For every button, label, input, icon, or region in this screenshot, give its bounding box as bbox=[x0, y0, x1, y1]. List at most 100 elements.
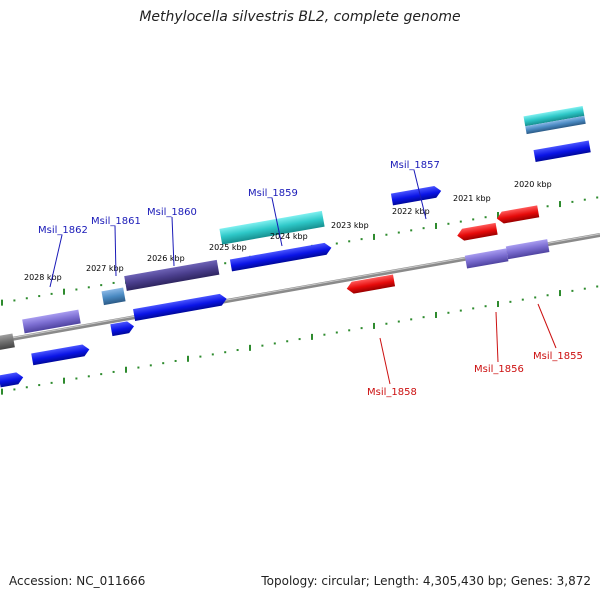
inner-ring-minor-tick bbox=[211, 353, 214, 356]
gene-block-teal-right bbox=[523, 105, 585, 127]
outer-ring-minor-tick bbox=[50, 292, 53, 295]
outer-ring-minor-tick bbox=[25, 297, 28, 300]
kbp-label: 2021 kbp bbox=[453, 194, 491, 203]
leader-line-1859 bbox=[271, 197, 283, 247]
inner-ring-major-tick bbox=[63, 377, 65, 384]
inner-ring-minor-tick bbox=[75, 377, 78, 380]
leader-line-1860 bbox=[171, 216, 175, 267]
kbp-label: 2024 kbp bbox=[270, 232, 308, 241]
inner-ring-minor-tick bbox=[484, 305, 487, 308]
cds-arrow-reverse-1856 bbox=[457, 222, 498, 241]
inner-ring-minor-tick bbox=[286, 340, 289, 343]
inner-ring-minor-tick bbox=[348, 329, 351, 332]
leader-line-1862 bbox=[49, 234, 63, 288]
inner-ring-minor-tick bbox=[199, 355, 202, 358]
outer-ring-major-tick bbox=[497, 212, 499, 219]
gene-label-1862: Msil_1862 bbox=[38, 225, 88, 236]
accession-text: Accession: NC_011666 bbox=[9, 574, 146, 588]
inner-ring-minor-tick bbox=[100, 373, 103, 376]
inner-ring-minor-tick bbox=[360, 327, 363, 330]
inner-ring-minor-tick bbox=[472, 307, 475, 310]
outer-ring-major-tick bbox=[559, 201, 561, 208]
leader-line-1855 bbox=[537, 303, 557, 349]
gene-block-slate-right bbox=[525, 115, 586, 135]
inner-ring-minor-tick bbox=[546, 294, 549, 297]
kbp-label: 2020 kbp bbox=[514, 180, 552, 189]
inner-ring-minor-tick bbox=[298, 338, 301, 341]
cds-arrow-forward-right bbox=[533, 140, 591, 162]
leader-line-1857 bbox=[413, 169, 427, 220]
inner-ring-major-tick bbox=[125, 366, 127, 373]
page-title: Methylocella silvestris BL2, complete ge… bbox=[139, 9, 461, 25]
outer-ring-minor-tick bbox=[410, 229, 413, 232]
inner-ring-major-tick bbox=[435, 311, 437, 318]
inner-ring-minor-tick bbox=[50, 381, 53, 384]
gene-block-lavender-1855 bbox=[505, 239, 550, 260]
inner-ring-minor-tick bbox=[273, 342, 276, 345]
outer-ring-minor-tick bbox=[397, 231, 400, 234]
inner-ring-major-tick bbox=[187, 355, 189, 362]
inner-ring-minor-tick bbox=[236, 349, 239, 352]
inner-ring-minor-tick bbox=[137, 366, 140, 369]
inner-ring-minor-tick bbox=[583, 287, 586, 290]
inner-ring-minor-tick bbox=[224, 351, 227, 354]
inner-ring-minor-tick bbox=[459, 309, 462, 312]
outer-ring-minor-tick bbox=[335, 242, 338, 245]
kbp-label: 2027 kbp bbox=[86, 264, 124, 273]
inner-ring-minor-tick bbox=[385, 322, 388, 325]
outer-ring-minor-tick bbox=[583, 198, 586, 201]
outer-ring-minor-tick bbox=[385, 233, 388, 236]
outer-ring-minor-tick bbox=[87, 286, 90, 289]
gene-block-lavender-1862 bbox=[22, 309, 81, 334]
inner-ring-minor-tick bbox=[534, 296, 537, 299]
inner-ring-minor-tick bbox=[509, 300, 512, 303]
cds-arrow-forward-1860 bbox=[133, 293, 227, 321]
gene-label-1861: Msil_1861 bbox=[91, 216, 141, 227]
cds-arrow-forward-1862 bbox=[31, 344, 90, 366]
inner-ring-minor-tick bbox=[447, 311, 450, 314]
outer-ring-minor-tick bbox=[546, 205, 549, 208]
gene-label-1858: Msil_1858 bbox=[367, 387, 417, 398]
outer-ring-minor-tick bbox=[112, 281, 115, 284]
kbp-label: 2028 kbp bbox=[24, 273, 62, 282]
cds-arrow-forward-1859 bbox=[229, 242, 332, 272]
leader-line-1858 bbox=[379, 337, 391, 385]
cds-arrow-forward-1 bbox=[0, 372, 24, 388]
outer-ring-minor-tick bbox=[447, 222, 450, 225]
kbp-label: 2022 kbp bbox=[392, 207, 430, 216]
outer-ring-minor-tick bbox=[224, 262, 227, 265]
kbp-label: 2025 kbp bbox=[209, 243, 247, 252]
outer-ring-minor-tick bbox=[571, 200, 574, 203]
outer-ring-major-tick bbox=[63, 288, 65, 295]
outer-ring-minor-tick bbox=[348, 240, 351, 243]
cds-arrow-forward-1857 bbox=[390, 185, 442, 206]
inner-ring-minor-tick bbox=[174, 359, 177, 362]
inner-ring-minor-tick bbox=[25, 386, 28, 389]
inner-ring-major-tick bbox=[373, 322, 375, 329]
inner-ring-minor-tick bbox=[87, 375, 90, 378]
inner-ring-minor-tick bbox=[422, 316, 425, 319]
inner-ring-minor-tick bbox=[410, 318, 413, 321]
cds-arrow-forward-1861 bbox=[110, 321, 135, 337]
inner-ring-minor-tick bbox=[13, 388, 16, 391]
inner-ring-minor-tick bbox=[38, 384, 41, 387]
leader-line-1856 bbox=[495, 311, 499, 363]
outer-ring-minor-tick bbox=[596, 196, 599, 199]
outer-ring-minor-tick bbox=[100, 284, 103, 287]
cds-arrow-reverse-1855 bbox=[496, 205, 540, 224]
outer-ring-minor-tick bbox=[472, 218, 475, 221]
inner-ring-minor-tick bbox=[323, 333, 326, 336]
inner-ring-major-tick bbox=[1, 388, 3, 395]
inner-ring-minor-tick bbox=[335, 331, 338, 334]
gene-block-grey bbox=[0, 333, 15, 350]
kbp-label: 2023 kbp bbox=[331, 221, 369, 230]
inner-ring-major-tick bbox=[497, 301, 499, 308]
outer-ring-minor-tick bbox=[75, 288, 78, 291]
gene-block-teal-1859 bbox=[219, 210, 325, 245]
topology-summary-text: Topology: circular; Length: 4,305,430 bp… bbox=[261, 574, 591, 588]
inner-ring-minor-tick bbox=[149, 364, 152, 367]
outer-ring-minor-tick bbox=[422, 227, 425, 230]
gene-block-slate-1861 bbox=[101, 287, 126, 306]
outer-ring-major-tick bbox=[373, 233, 375, 240]
inner-ring-minor-tick bbox=[261, 344, 264, 347]
